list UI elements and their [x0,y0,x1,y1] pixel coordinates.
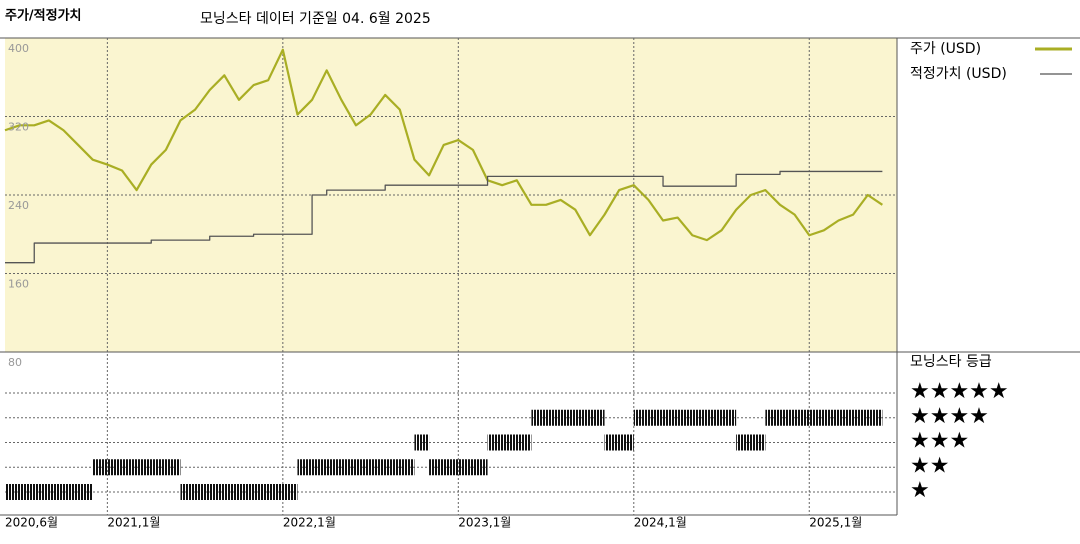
x-tick-label: 2023,1월 [458,516,511,530]
rating-label: ★★★★★ [910,379,1009,404]
series-line [5,170,883,264]
rating-bar [180,484,298,500]
series-line [4,48,883,242]
x-tick-label: 2025,1월 [809,516,862,530]
y-tick-label: 160 [8,278,29,291]
rating-bar [414,434,430,451]
rating-bar [5,484,93,500]
y-tick-label: 320 [8,121,29,134]
rating-bar [604,434,634,451]
legend-label: 주가 (USD) [910,41,981,57]
y-tick-label: 240 [8,199,29,212]
rating-bar [297,459,415,476]
x-tick-label: 2021,1월 [107,516,160,530]
x-tick-label: 2024,1월 [634,516,687,530]
rating-bar [633,409,737,426]
y-tick-label: 80 [8,356,22,369]
rating-title: 모닝스타 등급 [910,354,992,370]
rating-bar [765,409,883,426]
rating-label: ★★ [910,453,949,478]
chart-subtitle: 모닝스타 데이터 기준일 04. 6월 2025 [200,11,431,27]
rating-bar [531,409,605,426]
rating-label: ★ [910,478,930,503]
rating-label: ★★★★ [910,404,989,429]
x-tick-label: 2022,1월 [283,516,336,530]
legend-label: 적정가치 (USD) [910,66,1007,82]
rating-bar [429,459,488,476]
y-tick-label: 400 [8,42,29,55]
rating-bar [736,434,766,451]
rating-bar [92,459,181,476]
chart-title: 주가/적정가치 [5,8,82,24]
x-tick-label: 2020,6월 [5,516,58,530]
rating-bar [487,434,532,451]
rating-label: ★★★ [910,429,969,454]
